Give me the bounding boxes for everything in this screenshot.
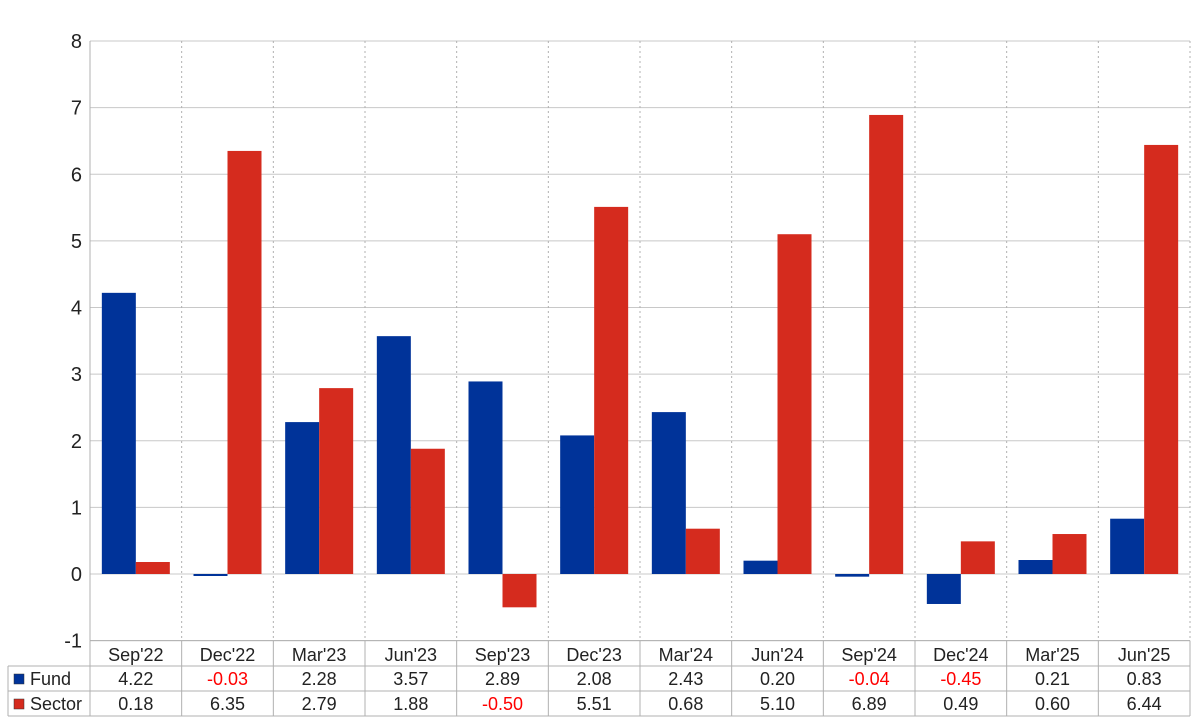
- x-tick-label: Sep'23: [475, 645, 531, 665]
- y-tick-label: 3: [71, 364, 82, 386]
- data-label-fund: 4.22: [118, 669, 153, 689]
- data-label-fund: 0.20: [760, 669, 795, 689]
- legend-label-fund: Fund: [30, 669, 71, 689]
- bar-sector: [960, 541, 995, 574]
- bar-sector: [869, 114, 904, 575]
- data-label-sector: 2.79: [302, 694, 337, 714]
- data-label-fund: 2.43: [668, 669, 703, 689]
- x-tick-label: Mar'24: [659, 645, 713, 665]
- bar-fund: [560, 435, 595, 574]
- legend-label-sector: Sector: [30, 694, 82, 714]
- data-label-sector: 5.10: [760, 694, 795, 714]
- data-label-fund: 2.89: [485, 669, 520, 689]
- legend-swatch-sector: [13, 698, 25, 710]
- x-tick-label: Dec'23: [566, 645, 621, 665]
- data-label-sector: 6.35: [210, 694, 245, 714]
- bar-sector: [685, 528, 720, 574]
- y-tick-label: 6: [71, 164, 82, 186]
- x-tick-label: Mar'25: [1025, 645, 1079, 665]
- data-label-sector: 6.89: [852, 694, 887, 714]
- data-label-fund: -0.03: [207, 669, 248, 689]
- x-tick-label: Mar'23: [292, 645, 346, 665]
- y-tick-label: 2: [71, 431, 82, 453]
- y-tick-label: 0: [71, 564, 82, 586]
- data-label-fund: 2.08: [577, 669, 612, 689]
- bar-fund: [1110, 518, 1145, 574]
- legend-swatch-fund: [13, 673, 25, 685]
- y-axis: -1 0 1 2 3 4 5 6 7 8: [64, 31, 82, 653]
- data-label-fund: 0.83: [1127, 669, 1162, 689]
- bar-fund: [1018, 560, 1053, 574]
- y-tick-label: 5: [71, 231, 82, 253]
- bar-sector: [777, 234, 812, 574]
- bar-fund: [285, 422, 320, 574]
- data-table: Sep'22 Dec'22 Mar'23 Jun'23 Sep'23 Dec'23 Mar'…: [7, 640, 1191, 717]
- data-label-sector: 0.68: [668, 694, 703, 714]
- y-tick-label: -1: [64, 631, 82, 653]
- data-label-fund: 2.28: [302, 669, 337, 689]
- bar-fund: [101, 292, 136, 574]
- bar-fund: [743, 560, 778, 574]
- data-label-sector: 0.49: [943, 694, 978, 714]
- bar-sector: [319, 388, 354, 574]
- y-tick-label: 4: [71, 298, 82, 320]
- x-tick-label: Dec'24: [933, 645, 988, 665]
- bar-sector: [594, 206, 629, 575]
- data-label-fund: 0.21: [1035, 669, 1070, 689]
- y-tick-label: 7: [71, 98, 82, 120]
- y-tick-label: 1: [71, 497, 82, 519]
- chart-grid: [89, 40, 1191, 642]
- bar-sector: [502, 574, 537, 608]
- bar-fund: [468, 381, 503, 574]
- data-label-fund: -0.04: [849, 669, 890, 689]
- data-label-sector: 0.18: [118, 694, 153, 714]
- x-tick-label: Jun'24: [751, 645, 803, 665]
- bar-sector: [227, 150, 262, 574]
- x-tick-label: Sep'22: [108, 645, 164, 665]
- bar-fund: [651, 412, 686, 574]
- data-label-fund: 3.57: [393, 669, 428, 689]
- bar-sector: [410, 448, 445, 574]
- bar-fund: [926, 574, 961, 604]
- data-label-sector: 1.88: [393, 694, 428, 714]
- bars: [101, 114, 1179, 608]
- x-tick-label: Jun'23: [385, 645, 437, 665]
- bar-sector: [1052, 534, 1087, 574]
- x-tick-label: Jun'25: [1118, 645, 1170, 665]
- x-tick-label: Sep'24: [841, 645, 897, 665]
- bar-fund: [193, 574, 228, 576]
- bar-fund: [835, 574, 870, 577]
- bar-sector: [1144, 144, 1179, 574]
- y-tick-label: 8: [71, 31, 82, 53]
- data-label-sector: -0.50: [482, 694, 523, 714]
- data-label-sector: 5.51: [577, 694, 612, 714]
- x-tick-label: Dec'22: [200, 645, 255, 665]
- data-label-sector: 6.44: [1127, 694, 1162, 714]
- data-label-sector: 0.60: [1035, 694, 1070, 714]
- bar-fund: [376, 336, 411, 574]
- data-label-fund: -0.45: [940, 669, 981, 689]
- bar-sector: [135, 562, 170, 574]
